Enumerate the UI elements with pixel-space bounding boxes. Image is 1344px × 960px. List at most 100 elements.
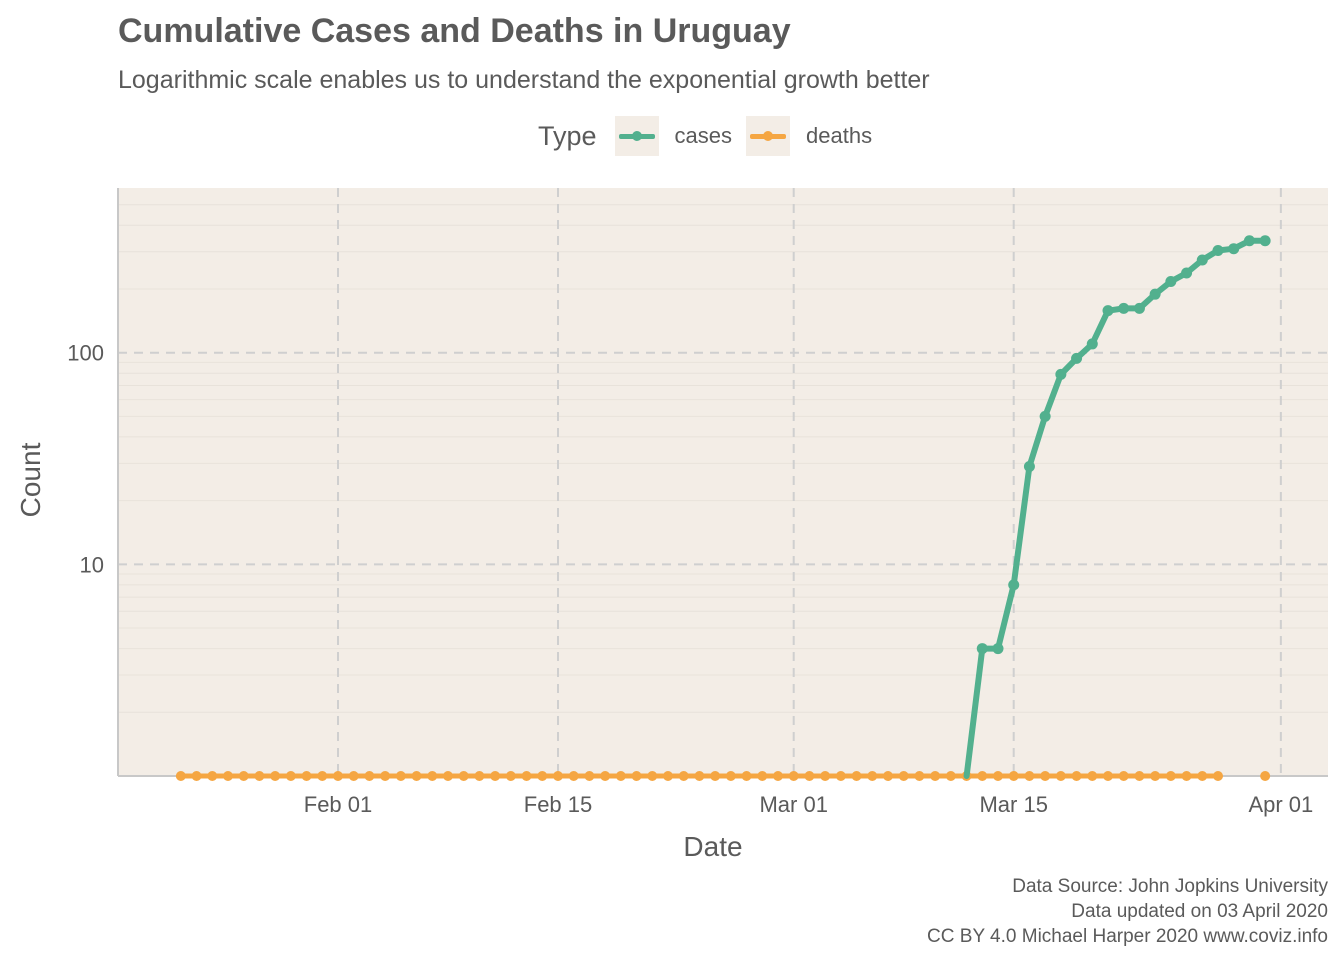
deaths-point bbox=[490, 771, 501, 781]
x-tick-label: Mar 01 bbox=[759, 792, 827, 817]
deaths-point bbox=[694, 771, 705, 781]
deaths-point bbox=[600, 771, 611, 781]
cases-point bbox=[1165, 275, 1177, 287]
deaths-point bbox=[710, 771, 721, 781]
deaths-point bbox=[741, 771, 752, 781]
deaths-point bbox=[568, 771, 579, 781]
deaths-point bbox=[820, 771, 831, 781]
deaths-point bbox=[945, 771, 956, 781]
cases-point bbox=[1118, 302, 1130, 314]
y-axis-title: Count bbox=[15, 442, 46, 517]
deaths-point bbox=[584, 771, 595, 781]
cases-point bbox=[1086, 338, 1098, 350]
cases-point bbox=[1243, 235, 1255, 247]
deaths-point bbox=[1134, 771, 1145, 781]
deaths-point bbox=[270, 771, 281, 781]
cases-point bbox=[1008, 579, 1020, 591]
cases-point bbox=[1039, 410, 1051, 422]
chart-title: Cumulative Cases and Deaths in Uruguay bbox=[118, 12, 791, 50]
caption-updated: Data updated on 03 April 2020 bbox=[1071, 901, 1328, 922]
deaths-point bbox=[663, 771, 673, 781]
deaths-point bbox=[238, 771, 249, 781]
legend-label-deaths: deaths bbox=[806, 123, 873, 148]
plot-background bbox=[118, 188, 1328, 776]
deaths-point bbox=[254, 771, 265, 781]
deaths-point bbox=[505, 771, 516, 781]
deaths-point bbox=[678, 771, 689, 781]
legend-item-deaths: deaths bbox=[746, 116, 872, 156]
cases-point bbox=[1196, 254, 1208, 266]
deaths-point bbox=[395, 771, 406, 781]
deaths-point bbox=[411, 771, 422, 781]
deaths-point bbox=[851, 771, 862, 781]
x-tick-label: Feb 15 bbox=[524, 792, 593, 817]
deaths-point bbox=[1055, 771, 1066, 781]
deaths-point bbox=[631, 771, 642, 781]
deaths-point bbox=[553, 771, 563, 781]
deaths-point bbox=[1213, 771, 1223, 781]
x-tick-label: Mar 15 bbox=[979, 792, 1047, 817]
legend-key-cases bbox=[614, 116, 659, 156]
y-tick-label: 10 bbox=[80, 552, 104, 577]
deaths-point bbox=[835, 771, 846, 781]
deaths-point bbox=[1024, 771, 1035, 781]
cases-point bbox=[1228, 243, 1240, 255]
deaths-point bbox=[914, 771, 925, 781]
cases-point bbox=[1149, 288, 1161, 300]
deaths-point bbox=[773, 771, 783, 781]
deaths-point bbox=[191, 771, 202, 781]
deaths-point bbox=[348, 771, 359, 781]
deaths-point bbox=[647, 771, 658, 781]
chart-subtitle: Logarithmic scale enables us to understa… bbox=[118, 66, 930, 94]
caption-source: Data Source: John Jopkins University bbox=[1012, 876, 1328, 897]
caption: Data Source: John Jopkins University Dat… bbox=[927, 874, 1328, 949]
deaths-point bbox=[427, 771, 438, 781]
deaths-point bbox=[474, 771, 485, 781]
deaths-point bbox=[333, 771, 343, 781]
deaths-point bbox=[804, 771, 815, 781]
deaths-point bbox=[1181, 771, 1192, 781]
deaths-point bbox=[1165, 771, 1176, 781]
deaths-point bbox=[364, 771, 375, 781]
deaths-point bbox=[757, 771, 768, 781]
cases-point bbox=[1181, 267, 1193, 279]
deaths-point bbox=[301, 771, 312, 781]
deaths-point bbox=[898, 771, 909, 781]
cases-point bbox=[1212, 244, 1224, 256]
deaths-point bbox=[458, 771, 469, 781]
x-tick-label: Apr 01 bbox=[1248, 792, 1313, 817]
deaths-point bbox=[615, 771, 626, 781]
legend-key-deaths bbox=[746, 116, 791, 156]
deaths-point bbox=[443, 771, 453, 781]
deaths-point bbox=[175, 771, 186, 781]
deaths-point bbox=[1008, 771, 1019, 781]
deaths-point bbox=[788, 771, 799, 781]
deaths-point bbox=[883, 771, 893, 781]
deaths-point bbox=[977, 771, 988, 781]
deaths-point bbox=[867, 771, 878, 781]
deaths-point bbox=[1118, 771, 1129, 781]
cases-point bbox=[1055, 368, 1067, 380]
deaths-point bbox=[380, 771, 391, 781]
deaths-point bbox=[1103, 771, 1113, 781]
caption-license: CC BY 4.0 Michael Harper 2020 www.coviz.… bbox=[927, 926, 1328, 947]
cases-point bbox=[992, 643, 1004, 655]
deaths-point bbox=[930, 771, 941, 781]
deaths-point bbox=[223, 771, 233, 781]
deaths-point bbox=[725, 771, 736, 781]
x-axis-title: Date bbox=[683, 831, 742, 862]
deaths-point bbox=[1150, 771, 1161, 781]
deaths-point bbox=[521, 771, 532, 781]
x-tick-label: Feb 01 bbox=[304, 792, 373, 817]
deaths-point bbox=[537, 771, 548, 781]
deaths-point bbox=[1260, 771, 1271, 781]
deaths-point bbox=[207, 771, 218, 781]
legend-item-cases: cases bbox=[614, 116, 733, 156]
y-tick-label: 100 bbox=[67, 341, 104, 366]
deaths-point bbox=[993, 771, 1003, 781]
cases-point bbox=[1023, 460, 1035, 472]
cases-point bbox=[1259, 235, 1271, 247]
cases-point bbox=[1133, 302, 1145, 314]
legend-label-cases: cases bbox=[674, 123, 733, 148]
